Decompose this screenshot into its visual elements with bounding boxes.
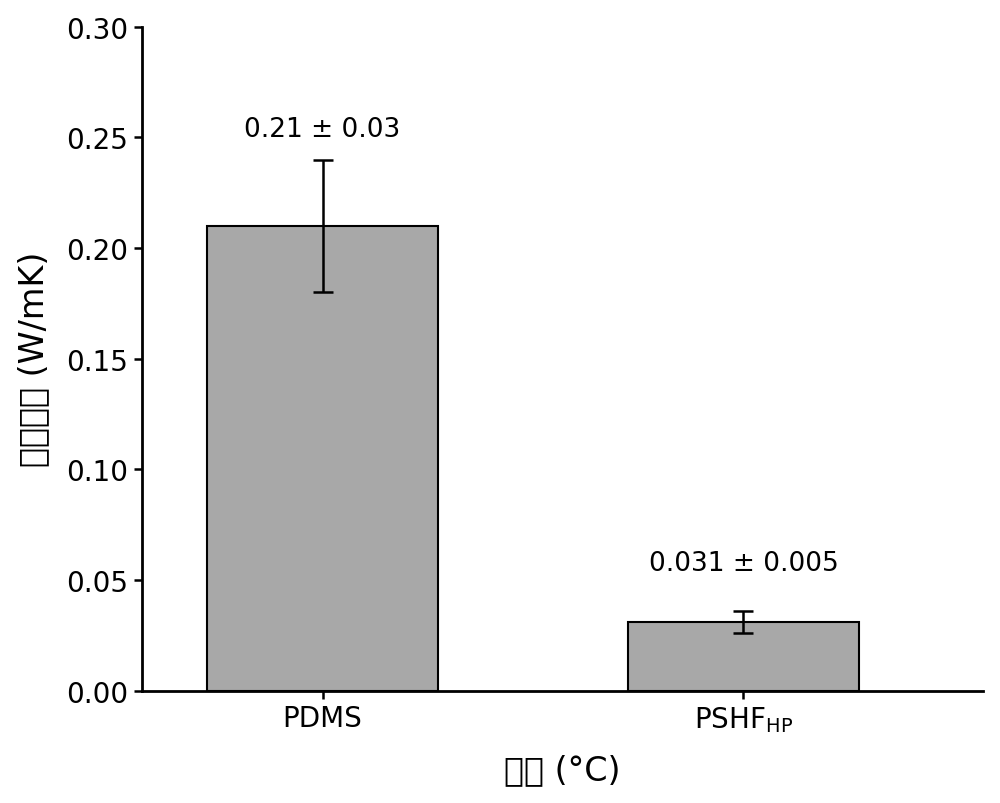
Bar: [628, 622, 859, 691]
Y-axis label: 导热系数 (W/mK): 导热系数 (W/mK): [17, 252, 50, 467]
X-axis label: 温度 (°C): 温度 (°C): [504, 753, 621, 786]
Bar: [207, 226, 438, 691]
Text: 0.031 ± 0.005: 0.031 ± 0.005: [649, 550, 838, 576]
Text: 0.21 ± 0.03: 0.21 ± 0.03: [244, 116, 401, 143]
